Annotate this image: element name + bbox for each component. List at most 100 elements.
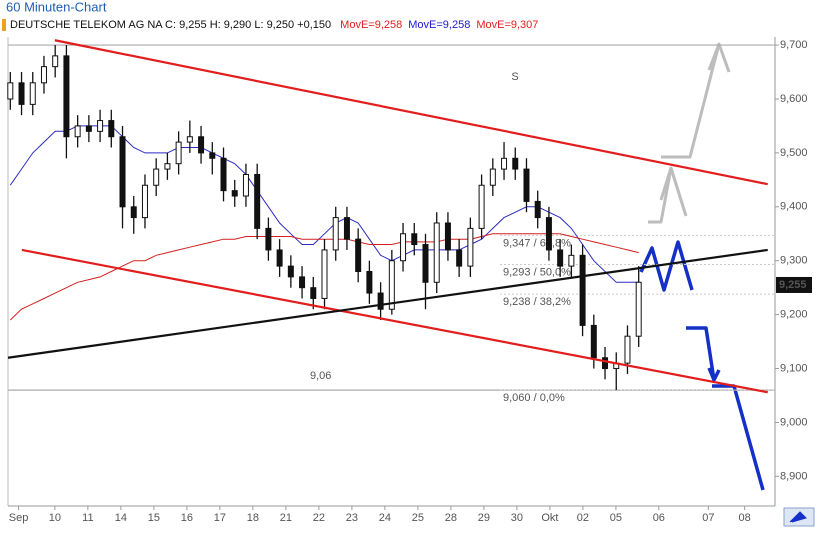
candle-body xyxy=(310,287,317,299)
candle-body xyxy=(400,233,407,262)
candle-body xyxy=(568,254,575,267)
legend-item: MovE=9,258 xyxy=(408,19,470,31)
candle-body xyxy=(377,292,384,310)
candle-body xyxy=(501,157,508,170)
candle-body xyxy=(130,206,137,219)
annotation: S xyxy=(511,71,518,83)
x-tick-label: 30 xyxy=(511,512,523,524)
candle-body xyxy=(433,222,440,283)
candle-body xyxy=(590,324,597,359)
legend-item: MovE=9,258 xyxy=(340,19,402,31)
candle-body xyxy=(85,125,92,132)
candle-body xyxy=(534,200,541,219)
candle-body xyxy=(74,125,81,138)
legend-item: MovE=9,307 xyxy=(476,19,538,31)
x-tick-label: 16 xyxy=(181,512,193,524)
candle-body xyxy=(523,168,530,202)
x-tick-label: 28 xyxy=(445,512,457,524)
trendline xyxy=(21,248,768,394)
candle-body xyxy=(512,157,519,170)
candle-body xyxy=(456,249,463,267)
candle-body xyxy=(141,184,148,219)
x-tick-label: 15 xyxy=(148,512,160,524)
x-tick-label: 24 xyxy=(379,512,391,524)
x-tick-label: Sep xyxy=(9,512,29,524)
x-tick-label: 22 xyxy=(313,512,325,524)
candle-body xyxy=(254,173,261,229)
candle-body xyxy=(545,217,552,251)
plot-area xyxy=(7,37,776,507)
x-tick-label: 17 xyxy=(214,512,226,524)
candle-body xyxy=(321,249,328,299)
candle-body xyxy=(366,271,373,294)
projection-up xyxy=(648,42,731,224)
y-tick-label: 9,000 xyxy=(780,416,808,428)
x-tick-label: 02 xyxy=(577,512,589,524)
x-tick-label: 08 xyxy=(739,512,751,524)
y-tick-label: 9,500 xyxy=(780,147,808,159)
chart-title: 60 Minuten-Chart xyxy=(6,0,107,14)
y-tick-label: 9,700 xyxy=(780,39,808,51)
projection-path xyxy=(648,167,673,224)
candle-body xyxy=(332,217,339,251)
candle-body xyxy=(411,233,418,246)
candle-body xyxy=(242,173,249,197)
x-tick-label: 10 xyxy=(49,512,61,524)
candle-body xyxy=(231,190,238,197)
candle-body xyxy=(478,184,485,229)
instrument-line: DEUTSCHE TELEKOM AG NA C: 9,255 H: 9,290… xyxy=(10,19,538,31)
projection-arrowhead xyxy=(659,166,688,217)
candle-body xyxy=(198,136,205,154)
candle-body xyxy=(276,249,283,267)
x-tick-label: 21 xyxy=(280,512,292,524)
candle-body xyxy=(40,66,47,84)
projection-arrowhead xyxy=(707,367,721,382)
candle-body xyxy=(265,227,272,251)
header-marker xyxy=(2,19,6,31)
trendline xyxy=(7,248,768,359)
candle-body xyxy=(343,217,350,240)
candle-body xyxy=(287,265,294,278)
fib-label: 9,347 / 61,8% xyxy=(503,237,571,249)
instrument: DEUTSCHE TELEKOM AG NA C: 9,255 H: 9,290… xyxy=(10,19,331,31)
x-tick-label: 23 xyxy=(346,512,358,524)
y-tick-label: 9,300 xyxy=(780,255,808,267)
last-price-label: 9,255 xyxy=(779,279,807,291)
candle-body xyxy=(299,276,306,289)
y-tick-label: 9,200 xyxy=(780,309,808,321)
candle-body xyxy=(624,335,631,364)
candle-body xyxy=(164,163,171,170)
candle-body xyxy=(97,120,104,132)
projection-arrowhead xyxy=(707,42,731,73)
candle-body xyxy=(557,249,564,267)
level-label: 9,06 xyxy=(310,370,331,382)
candle-body xyxy=(579,254,586,326)
candle-body xyxy=(209,152,216,159)
x-tick-label: 11 xyxy=(82,512,93,524)
tool-icon xyxy=(789,511,807,523)
fib-label: 9,238 / 38,2% xyxy=(503,296,571,308)
candle-body xyxy=(422,244,429,283)
candle-body xyxy=(29,82,36,105)
candle-body xyxy=(635,281,642,337)
candle-body xyxy=(153,168,160,186)
x-tick-label: 29 xyxy=(478,512,490,524)
candle-body xyxy=(119,136,126,208)
x-tick-label: 18 xyxy=(247,512,259,524)
projection-path xyxy=(661,43,721,159)
fib-label: 9,060 / 0,0% xyxy=(503,392,565,404)
candle-body xyxy=(602,357,609,370)
candle-body xyxy=(52,55,59,68)
candle-body xyxy=(63,55,70,138)
candle-body xyxy=(388,260,395,310)
y-tick-label: 9,100 xyxy=(780,362,808,374)
x-tick-label: 14 xyxy=(115,512,127,524)
projection-path xyxy=(686,326,716,381)
candle-body xyxy=(355,238,362,272)
x-tick-label: 07 xyxy=(702,512,714,524)
last-price-box xyxy=(776,276,812,293)
moving-average xyxy=(9,125,639,283)
x-tick-label: Okt xyxy=(541,512,558,524)
